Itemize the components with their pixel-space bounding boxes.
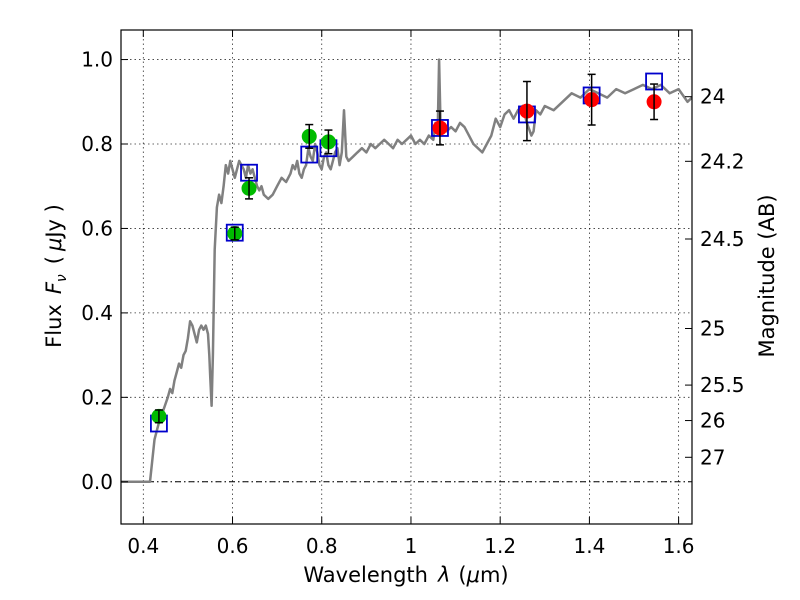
y-tick-label: 0.8 <box>81 132 113 156</box>
x-tick-label: 0.6 <box>217 534 249 558</box>
axis-ticks <box>121 30 692 524</box>
x-tick-label: 1 <box>405 534 418 558</box>
y2-axis-label: Magnitude (AB) <box>755 194 779 357</box>
x-tick-label: 1.6 <box>663 534 695 558</box>
y-tick-label: 1.0 <box>81 48 113 72</box>
x-tick-label: 0.4 <box>127 534 159 558</box>
y-tick-label: 0.0 <box>81 470 113 494</box>
y-tick-labels: 0.0 0.2 0.4 0.6 0.8 1.0 <box>81 48 113 494</box>
x-axis-label: Wavelength λ (μm) <box>303 563 508 587</box>
x-tick-label: 1.4 <box>573 534 605 558</box>
magnitude-tick-label: 24 <box>700 85 725 109</box>
spectrum-layer <box>121 58 692 484</box>
x-tick-label: 1.2 <box>484 534 516 558</box>
magnitude-tick-label: 26 <box>700 409 725 433</box>
magnitude-tick-label: 25.5 <box>700 373 745 397</box>
y-tick-label: 0.2 <box>81 385 113 409</box>
error-bar-layer <box>154 73 659 424</box>
x-tick-label: 0.8 <box>306 534 338 558</box>
y-tick-label: 0.4 <box>81 301 113 325</box>
spectrum-line <box>121 58 692 484</box>
magnitude-tick-label: 24.2 <box>700 149 745 173</box>
y-axis-label: FluxFν(μJy ) <box>42 204 70 348</box>
magnitude-tick-label: 24.5 <box>700 227 745 251</box>
magnitude-tick-label: 27 <box>700 445 725 469</box>
magnitude-tick-label: 25 <box>700 317 725 341</box>
y-tick-label: 0.6 <box>81 216 113 240</box>
x-tick-labels: 0.4 0.6 0.8 1 1.2 1.4 1.6 <box>127 534 694 558</box>
magnitude-tick-labels: 24 24.2 24.5 25 25.5 26 27 <box>700 85 745 470</box>
plot-frame <box>120 29 693 525</box>
